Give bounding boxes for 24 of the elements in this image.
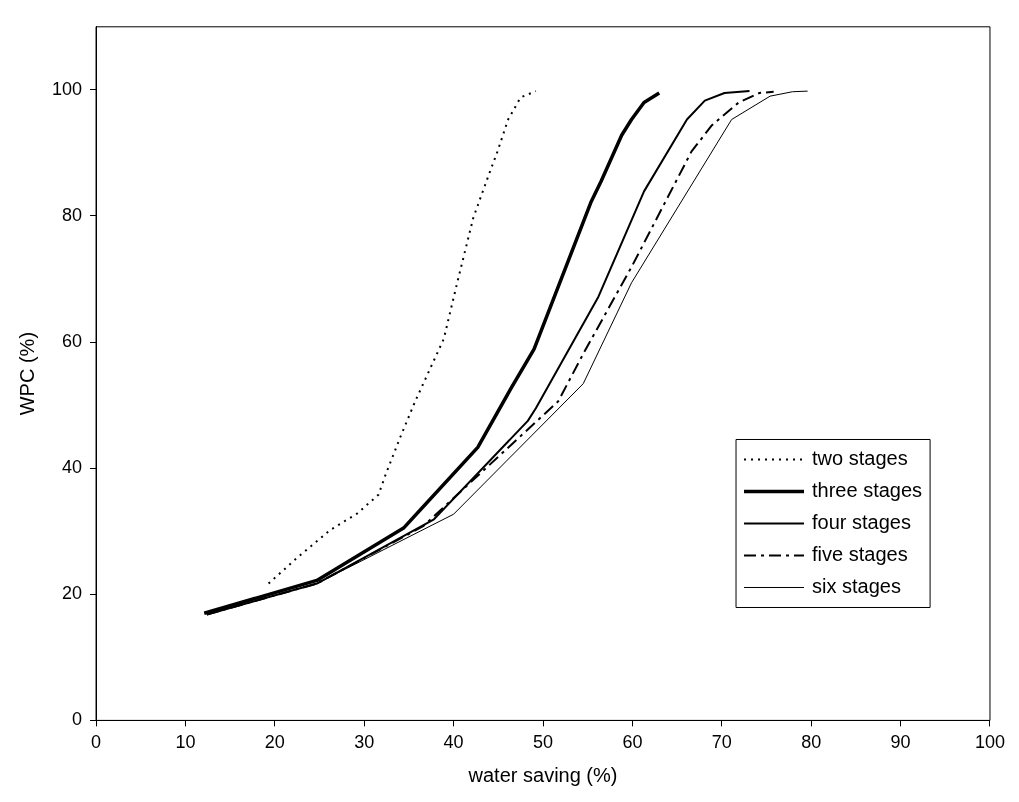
x-tick-label: 40 <box>443 732 464 753</box>
y-tick-label: 0 <box>72 709 83 730</box>
x-axis-title: water saving (%) <box>467 763 618 786</box>
legend-label: three stages <box>812 479 923 502</box>
x-tick-label: 0 <box>91 732 102 753</box>
x-tick-label: 10 <box>175 732 196 753</box>
legend-label: six stages <box>812 575 901 598</box>
x-tick-label: 60 <box>622 732 643 753</box>
legend-label: four stages <box>812 511 911 534</box>
y-tick-label: 20 <box>62 583 83 604</box>
x-tick-label: 100 <box>974 732 1006 753</box>
legend-label: two stages <box>812 447 908 470</box>
x-tick-label: 20 <box>264 732 285 753</box>
y-tick-label: 40 <box>62 457 83 478</box>
y-axis-title: WPC (%) <box>15 331 38 416</box>
x-tick-label: 90 <box>890 732 911 753</box>
y-tick-label: 80 <box>62 204 83 225</box>
x-tick-label: 30 <box>354 732 375 753</box>
y-tick-label: 60 <box>62 331 83 352</box>
x-tick-label: 50 <box>532 732 554 753</box>
x-tick-label: 80 <box>801 732 822 753</box>
legend-label: five stages <box>812 543 908 566</box>
y-tick-label: 100 <box>51 78 83 99</box>
x-tick-label: 70 <box>711 732 732 753</box>
